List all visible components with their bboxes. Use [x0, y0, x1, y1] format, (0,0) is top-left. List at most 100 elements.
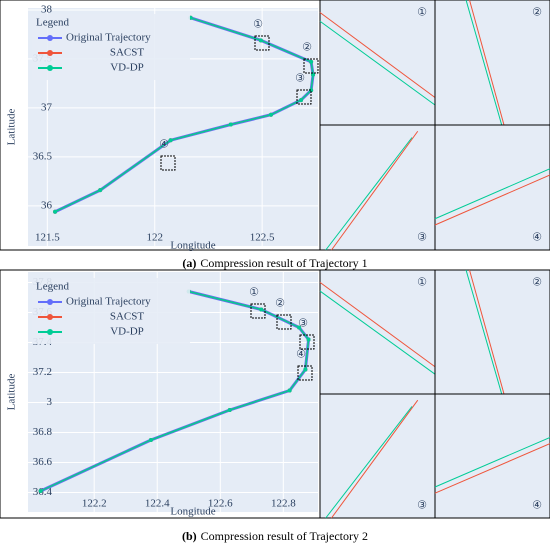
legend-swatch-dot — [47, 50, 53, 56]
zoom-marker: ④ — [159, 139, 169, 151]
zoom-panel-label: ③ — [417, 232, 427, 244]
zoom-trace — [465, 0, 503, 126]
x-tick-label: 122.8 — [271, 498, 296, 510]
trajectory-point — [168, 138, 173, 143]
zoom-box — [296, 89, 312, 105]
zoom-marker: ③ — [295, 73, 305, 85]
zoom-trace — [325, 406, 413, 519]
y-tick-label: 36.6 — [33, 456, 53, 468]
zoom-panel-label: ① — [417, 277, 427, 289]
zoom-trace — [469, 269, 505, 395]
zoom-panel-label: ② — [532, 7, 542, 19]
legend-swatch-dot — [47, 299, 53, 305]
zoom-trace — [331, 130, 419, 251]
zoom-panel — [319, 0, 436, 126]
zoom-trace — [319, 12, 436, 98]
zoom-panel — [434, 124, 550, 251]
zoom-box — [299, 334, 315, 350]
legend-label: Original Trajectory — [66, 32, 151, 44]
trajectory-point — [299, 98, 304, 103]
caption-text: Compression result of Trajectory 1 — [200, 256, 367, 270]
zoom-trace — [434, 443, 550, 494]
zoom-marker: ① — [249, 287, 259, 299]
trajectory-point — [38, 489, 43, 493]
y-axis-label: Latitude — [6, 374, 18, 411]
zoom-trace — [319, 290, 436, 375]
trajectory-point — [309, 88, 314, 93]
x-tick-label: 121.5 — [35, 232, 60, 244]
trajectory-point — [287, 388, 292, 393]
zoom-trace — [465, 269, 503, 395]
y-tick-label: 3 — [47, 396, 53, 408]
y-tick-label: 37.2 — [33, 366, 52, 378]
zoom-panel-label: ④ — [532, 500, 542, 512]
chart: 122.2122.4122.6122.836.436.636.8337.237.… — [0, 269, 550, 543]
zoom-box — [250, 303, 266, 319]
zoom-panel — [434, 0, 550, 126]
x-tick-label: 122.5 — [250, 232, 275, 244]
frame — [0, 0, 550, 251]
legend-title: Legend — [36, 17, 69, 29]
zoom-box — [297, 365, 313, 381]
y-axis-label: Latitude — [6, 109, 18, 146]
x-tick-label: 122.2 — [82, 498, 107, 510]
trajectory-point — [309, 59, 314, 64]
zoom-box — [303, 58, 319, 74]
y-tick-label: 37 — [41, 101, 53, 113]
x-tick-label: 122 — [146, 232, 163, 244]
zoom-panel — [319, 269, 436, 395]
trajectory-point — [258, 38, 263, 43]
zoom-panel-label: ① — [417, 7, 427, 19]
trajectory-point — [306, 337, 311, 342]
caption-label: (b) — [182, 529, 197, 543]
legend-title: Legend — [36, 281, 69, 293]
zoom-marker: ① — [253, 19, 263, 31]
zoom-trace — [319, 281, 436, 368]
caption: (b) Compression result of Trajectory 2 — [182, 529, 368, 543]
zoom-box — [254, 35, 270, 51]
trajectory-point — [98, 188, 103, 193]
zoom-box — [276, 314, 292, 330]
trajectory-point — [148, 438, 153, 442]
zoom-trace — [331, 399, 419, 519]
x-tick-label: 122.6 — [208, 498, 233, 510]
caption-label: (a) — [182, 256, 196, 270]
x-axis-label: Longitude — [170, 240, 215, 252]
legend-swatch-dot — [47, 314, 53, 320]
frame — [0, 269, 550, 519]
legend-label: SACST — [110, 47, 145, 59]
trajectory-point — [303, 367, 308, 372]
zoom-panel-label: ④ — [532, 232, 542, 244]
zoom-panel-label: ③ — [417, 500, 427, 512]
zoom-trace — [434, 436, 550, 488]
y-tick-label: 36.5 — [33, 150, 53, 162]
caption-text: Compression result of Trajectory 2 — [201, 529, 368, 543]
zoom-marker: ③ — [298, 318, 308, 330]
zoom-trace — [325, 137, 413, 251]
legend-swatch-dot — [47, 35, 53, 41]
legend-label: SACST — [110, 311, 145, 323]
y-tick-label: 36.8 — [33, 426, 53, 438]
zoom-marker: ④ — [296, 349, 306, 361]
zoom-trace — [434, 168, 550, 220]
zoom-trace — [319, 20, 436, 106]
zoom-box — [160, 155, 176, 171]
chart: 121.5122122.53636.53737.538LongitudeLati… — [0, 0, 550, 270]
x-axis-label: Longitude — [170, 506, 215, 518]
trajectory-point — [297, 325, 302, 330]
legend-swatch-dot — [47, 329, 53, 335]
zoom-panel — [434, 393, 550, 519]
trajectory-point — [268, 112, 273, 117]
legend-label: VD-DP — [110, 326, 144, 338]
zoom-marker: ② — [302, 42, 312, 54]
trajectory-point — [311, 72, 316, 77]
trajectory-point — [228, 122, 233, 127]
zoom-marker: ② — [275, 298, 285, 310]
trajectory-point — [53, 209, 58, 214]
legend-label: Original Trajectory — [66, 296, 151, 308]
y-tick-label: 36 — [41, 199, 53, 211]
legend-label: VD-DP — [110, 62, 144, 74]
zoom-trace — [434, 174, 550, 226]
y-tick-label: 38 — [41, 3, 53, 15]
